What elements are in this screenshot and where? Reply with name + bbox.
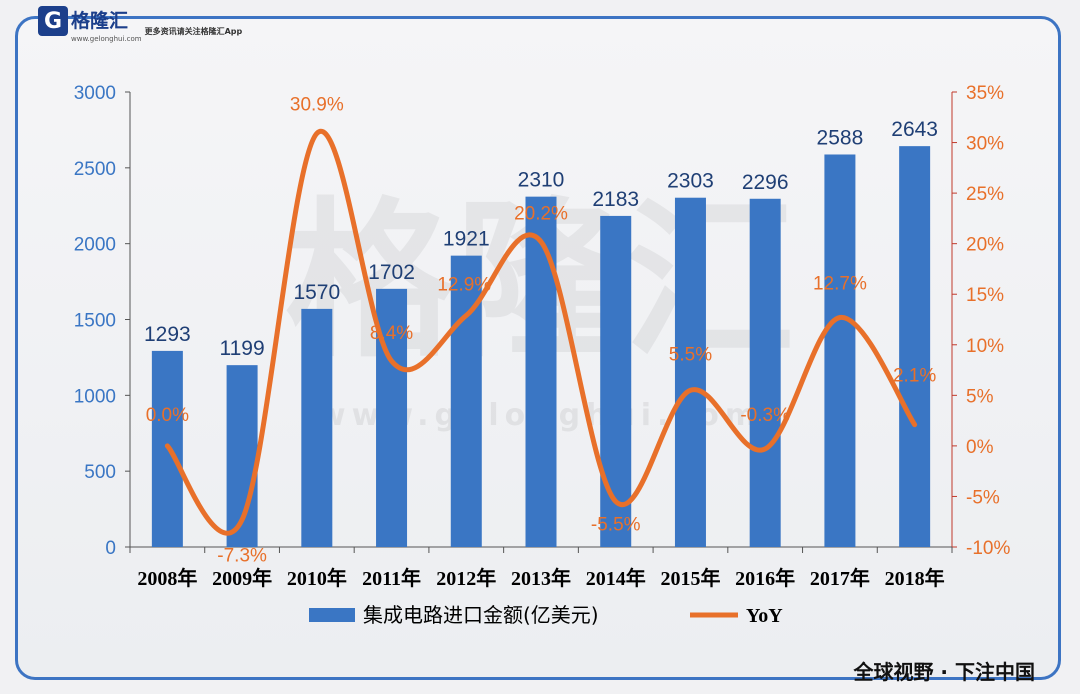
bar-value-label: 1293 [144,323,191,346]
yoy-value-label: 2.1% [893,366,936,387]
x-category-label: 2012年 [436,566,496,590]
footer-slogan: 全球视野 · 下注中国 [853,660,1035,684]
brand-tagline: 更多资讯请关注格隆汇App [144,27,243,36]
y-left-tick-label: 2500 [74,159,116,180]
bar-value-label: 1702 [368,261,415,284]
brand-logo: G [38,6,68,36]
bar-value-label: 2183 [592,188,639,211]
x-category-label: 2009年 [212,566,272,590]
y-right-tick-label: -10% [966,538,1010,559]
brand-name: 格隆汇 [71,10,129,32]
y-right-tick-label: 5% [966,386,994,407]
yoy-value-label: 12.7% [813,273,867,294]
x-category-label: 2013年 [511,566,571,590]
x-category-label: 2017年 [810,566,870,590]
y-left-tick-label: 0 [105,538,116,559]
x-category-label: 2014年 [586,566,646,590]
bar-value-label: 2310 [518,169,565,192]
legend-bar-swatch [309,608,355,622]
yoy-value-label: 0.0% [146,405,189,426]
yoy-line [164,128,918,536]
y-left-tick-label: 3000 [74,83,116,104]
yoy-value-label: -5.5% [591,515,641,536]
legend-line-label: YoY [746,605,783,627]
x-category-label: 2015年 [660,566,720,590]
y-right-tick-label: 25% [966,184,1004,205]
bar [525,196,557,547]
y-right-tick-label: 30% [966,134,1004,155]
x-category-label: 2018年 [885,566,945,590]
bar-value-label: 1921 [443,228,490,251]
brand-header: G 格隆汇 www.gelonghui.com 更多资讯请关注格隆汇App [38,6,243,43]
yoy-value-label: 5.5% [669,344,712,365]
legend-bar-label: 集成电路进口金额(亿美元) [363,603,599,627]
yoy-value-label: 8.4% [370,323,413,344]
y-left-tick-label: 1000 [74,386,116,407]
bar [899,146,931,547]
bar-value-label: 2296 [742,171,789,194]
x-category-label: 2011年 [362,566,421,590]
bar [301,308,333,547]
bar [600,215,632,547]
y-right-tick-label: 0% [966,437,994,458]
bar-value-label: 2643 [891,118,938,141]
yoy-value-label: -0.3% [740,405,790,426]
bar-value-label: 1570 [293,281,340,304]
y-right-tick-label: 35% [966,83,1004,104]
x-category-label: 2008年 [137,566,197,590]
bar-value-label: 1199 [220,337,265,360]
yoy-value-label: -7.3% [217,546,267,567]
y-right-tick-label: -5% [966,487,1000,508]
x-category-label: 2010年 [287,566,347,590]
y-right-tick-label: 15% [966,285,1004,306]
bar-value-label: 2303 [667,170,714,193]
brand-url: www.gelonghui.com [71,35,142,43]
y-right-tick-label: 20% [966,235,1004,256]
y-left-tick-label: 2000 [74,235,116,256]
y-right-tick-label: 10% [966,336,1004,357]
bar [749,198,781,548]
bar-value-label: 2588 [817,126,864,149]
x-category-label: 2016年 [735,566,795,590]
yoy-value-label: 12.9% [437,274,491,295]
bar [824,154,856,547]
yoy-value-label: 20.2% [514,204,568,225]
bar [674,197,706,547]
yoy-value-label: 30.9% [290,94,344,115]
y-left-tick-label: 500 [84,462,116,483]
y-left-tick-label: 1500 [74,311,116,332]
